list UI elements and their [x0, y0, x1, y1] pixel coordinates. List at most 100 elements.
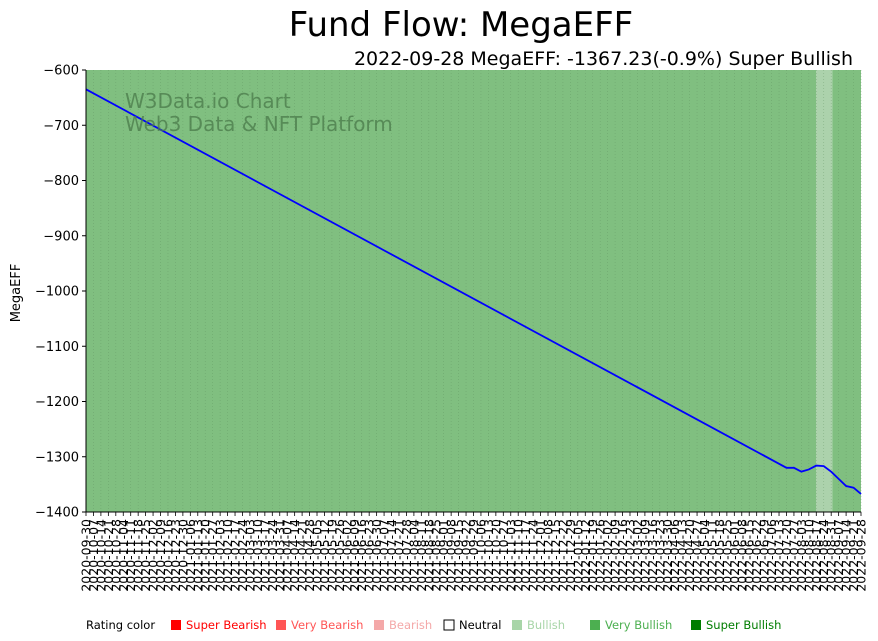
x-tick-label: 2021-03-17: [257, 519, 272, 592]
x-tick-label: 2021-01-27: [205, 519, 220, 592]
y-tick-label: −1200: [35, 395, 79, 410]
x-tick-label: 2022-03-02: [630, 519, 645, 592]
x-tick-label: 2022-06-08: [734, 519, 749, 592]
x-tick-label: 2021-09-08: [444, 519, 459, 592]
legend: Rating color Super Bearish Very Bearish Bea…: [86, 618, 781, 632]
y-tick-label: −1100: [35, 340, 79, 355]
x-tick-label: 2022-04-20: [682, 519, 697, 592]
x-tick-label: 2021-10-27: [496, 519, 511, 592]
x-axis: 2020-09-302020-10-072020-10-142020-10-21…: [79, 512, 869, 592]
x-tick-label: 2021-09-22: [459, 519, 474, 592]
legend-swatch: [590, 620, 600, 630]
x-tick-label: 2022-03-09: [637, 519, 652, 592]
x-tick-label: 2020-11-18: [131, 519, 146, 592]
x-tick-label: 2022-05-11: [704, 519, 719, 592]
legend-label: Rating color: [86, 618, 155, 632]
y-axis-label: MegaEFF: [9, 264, 24, 323]
x-tick-label: 2021-06-30: [369, 519, 384, 592]
x-tick-label: 2022-07-27: [786, 519, 801, 592]
chart-title: Fund Flow: MegaEFF: [289, 5, 633, 45]
x-tick-label: 2021-06-09: [347, 519, 362, 592]
x-tick-label: 2022-05-18: [712, 519, 727, 592]
x-tick-label: 2022-09-28: [854, 519, 869, 592]
x-tick-label: 2021-06-16: [354, 519, 369, 592]
x-tick-label: 2020-10-21: [101, 519, 116, 592]
chart-subtitle: 2022-09-28 MegaEFF: -1367.23(-0.9%) Supe…: [354, 48, 853, 70]
x-tick-label: 2021-11-24: [526, 519, 541, 592]
series-line-MegaEFF: [85, 88, 862, 495]
x-tick-label: 2021-04-07: [280, 519, 295, 592]
y-axis: −600 −700 −800 −900 −1000 −1100 −1200 −1300 −140…: [35, 64, 86, 521]
x-tick-label: 2021-07-14: [384, 519, 399, 592]
x-tick-label: 2020-11-04: [116, 519, 131, 592]
x-tick-label: 2022-03-30: [660, 519, 675, 592]
x-tick-label: 2022-04-13: [675, 519, 690, 592]
y-tick-label: −1300: [35, 450, 79, 465]
x-tick-label: 2021-11-10: [511, 519, 526, 592]
x-tick-label: 2021-04-21: [295, 519, 310, 592]
legend-item: Very Bearish: [291, 618, 363, 632]
x-tick-label: 2022-08-24: [816, 519, 831, 592]
x-tick-label: 2021-03-31: [272, 519, 287, 592]
legend-swatch: [276, 620, 286, 630]
x-tick-label: 2020-12-23: [168, 519, 183, 592]
watermark-line-1: W3Data.io Chart: [125, 89, 291, 113]
x-tick-label: 2021-07-21: [391, 519, 406, 592]
legend-item: Super Bearish: [186, 618, 267, 632]
x-tick-label: 2022-09-14: [839, 519, 854, 592]
x-tick-label: 2021-10-20: [488, 519, 503, 592]
x-tick-label: 2021-08-11: [414, 519, 429, 592]
legend-item: Neutral: [459, 618, 501, 632]
x-tick-label: 2021-04-28: [302, 519, 317, 592]
x-tick-label: 2020-12-16: [160, 519, 175, 592]
watermark: W3Data.io Chart Web3 Data & NFT Platform: [125, 89, 393, 136]
y-tick-label: −1400: [35, 506, 79, 521]
x-tick-label: 2022-08-10: [801, 519, 816, 592]
y-tick-label: −1000: [35, 285, 79, 300]
rating-band-0: [86, 70, 817, 512]
x-tick-label: 2021-01-13: [190, 519, 205, 592]
x-tick-label: 2020-09-30: [79, 519, 94, 592]
x-tick-label: 2022-06-01: [727, 519, 742, 592]
x-tick-label: 2020-10-28: [108, 519, 123, 592]
x-tick-label: 2021-05-12: [317, 519, 332, 592]
x-tick-label: 2022-01-19: [585, 519, 600, 592]
legend-swatch: [374, 620, 384, 630]
x-tick-label: 2021-12-29: [563, 519, 578, 592]
legend-swatch: [512, 620, 522, 630]
x-tick-label: 2021-11-17: [518, 519, 533, 592]
x-tick-label: 2021-01-06: [183, 519, 198, 592]
x-tick-label: 2021-09-15: [451, 519, 466, 592]
y-tick-label: −700: [43, 119, 79, 134]
x-tick-label: 2022-01-26: [593, 519, 608, 592]
x-tick-label: 2022-07-20: [779, 519, 794, 592]
rating-band-2: [832, 70, 861, 512]
x-tick-label: 2022-05-04: [697, 519, 712, 592]
x-tick-label: 2020-11-25: [138, 519, 153, 592]
x-tick-label: 2022-04-06: [667, 519, 682, 592]
x-tick-label: 2022-02-09: [608, 519, 623, 592]
legend-swatch: [171, 620, 181, 630]
x-tick-label: 2021-09-29: [466, 519, 481, 592]
x-tick-label: 2022-09-07: [831, 519, 846, 592]
x-tick-label: 2022-08-03: [794, 519, 809, 592]
x-tick-label: 2022-02-02: [600, 519, 615, 592]
x-tick-label: 2021-12-22: [555, 519, 570, 592]
plot-area: [85, 70, 862, 513]
x-tick-label: 2021-10-06: [473, 519, 488, 592]
x-tick-label: 2020-12-30: [175, 519, 190, 592]
x-tick-label: 2022-07-13: [772, 519, 787, 592]
x-tick-label: 2021-02-17: [228, 519, 243, 592]
x-tick-label: 2022-06-15: [742, 519, 757, 592]
x-tick-label: 2021-03-24: [265, 519, 280, 592]
legend-item: Super Bullish: [706, 618, 781, 632]
legend-item: Bearish: [389, 618, 432, 632]
x-tick-label: 2022-04-27: [690, 519, 705, 592]
x-tick-label: 2021-12-01: [533, 519, 548, 592]
x-tick-label: 2021-08-18: [421, 519, 436, 592]
x-tick-label: 2022-08-17: [809, 519, 824, 592]
x-tick-label: 2020-10-14: [93, 519, 108, 592]
x-tick-label: 2022-08-31: [824, 519, 839, 592]
x-tick-label: 2021-10-13: [481, 519, 496, 592]
